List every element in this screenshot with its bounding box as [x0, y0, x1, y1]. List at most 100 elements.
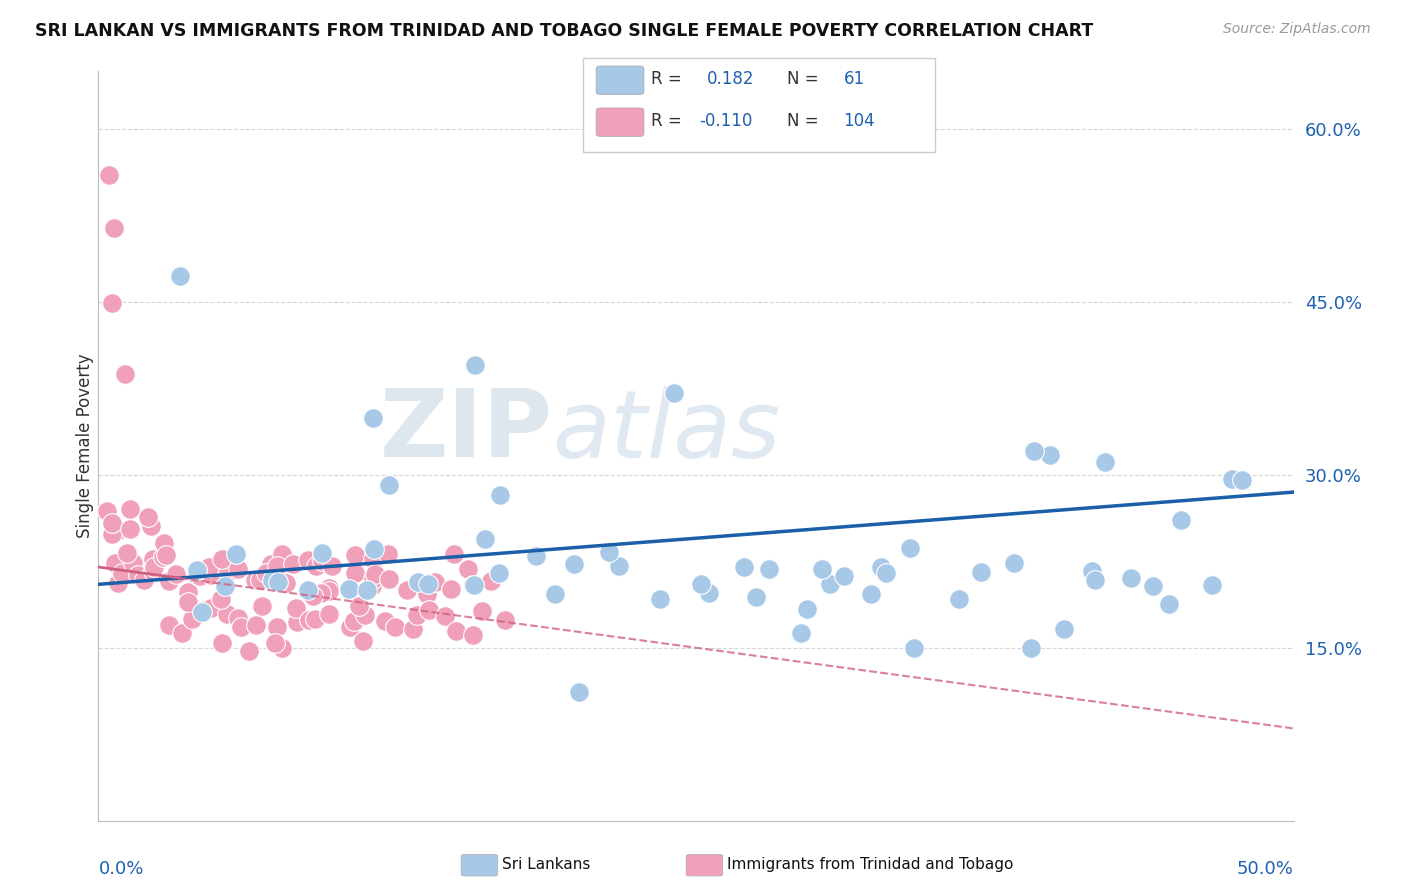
Point [276, 575, 298, 590]
Point [304, 612, 326, 626]
Text: Immigrants from Trinidad and Tobago: Immigrants from Trinidad and Tobago [727, 857, 1014, 871]
Point [165, 567, 187, 582]
Point [186, 568, 208, 582]
Point [796, 602, 818, 616]
Point [311, 545, 333, 559]
Text: SRI LANKAN VS IMMIGRANTS FROM TRINIDAD AND TOBAGO SINGLE FEMALE POVERTY CORRELAT: SRI LANKAN VS IMMIGRANTS FROM TRINIDAD A… [35, 22, 1094, 40]
Point [115, 546, 138, 560]
Point [1039, 448, 1062, 462]
Point [352, 633, 374, 648]
Point [270, 547, 292, 561]
Point [266, 558, 288, 573]
Point [157, 618, 180, 632]
Point [231, 620, 253, 634]
Point [903, 640, 925, 655]
Point [363, 542, 385, 557]
Point [406, 575, 429, 590]
Point [1004, 556, 1026, 570]
Point [790, 625, 813, 640]
Text: 0.182: 0.182 [707, 70, 755, 88]
Point [463, 578, 485, 592]
Point [401, 623, 423, 637]
Point [744, 590, 766, 604]
Text: Source: ZipAtlas.com: Source: ZipAtlas.com [1223, 22, 1371, 37]
Point [104, 557, 127, 571]
Point [1081, 565, 1104, 579]
Point [283, 558, 305, 572]
Point [101, 295, 124, 310]
Point [132, 573, 155, 587]
Point [318, 581, 340, 595]
Point [870, 560, 893, 574]
Point [121, 556, 143, 570]
Point [733, 560, 755, 574]
Point [264, 636, 287, 650]
Point [494, 613, 516, 627]
Point [302, 589, 325, 603]
Point [186, 563, 208, 577]
Point [425, 574, 447, 589]
Point [152, 549, 174, 564]
Point [361, 579, 384, 593]
Point [544, 587, 567, 601]
Point [176, 595, 198, 609]
Y-axis label: Single Female Poverty: Single Female Poverty [76, 354, 94, 538]
Point [142, 565, 165, 579]
Point [474, 533, 496, 547]
Point [374, 614, 396, 628]
Text: Sri Lankans: Sri Lankans [502, 857, 591, 871]
Point [181, 612, 204, 626]
Point [489, 488, 512, 502]
Point [457, 561, 479, 575]
Point [444, 624, 467, 639]
Point [337, 582, 360, 596]
Point [226, 611, 249, 625]
Point [860, 586, 883, 600]
Point [321, 559, 343, 574]
Point [107, 576, 129, 591]
Point [377, 477, 399, 491]
Point [416, 586, 439, 600]
Point [607, 558, 630, 573]
Point [155, 548, 177, 562]
Point [169, 268, 191, 283]
Point [416, 576, 439, 591]
Point [875, 566, 897, 581]
Point [217, 565, 239, 579]
Text: 61: 61 [844, 70, 865, 88]
Point [395, 583, 418, 598]
Point [970, 565, 993, 579]
Point [1119, 571, 1142, 585]
Point [434, 608, 457, 623]
Text: R =: R = [651, 70, 682, 88]
Point [377, 547, 399, 561]
Point [118, 502, 141, 516]
Point [284, 601, 307, 615]
Point [524, 549, 547, 563]
Point [1094, 455, 1116, 469]
Point [172, 625, 194, 640]
Point [820, 576, 842, 591]
Point [245, 617, 267, 632]
Point [243, 573, 266, 587]
Point [127, 567, 149, 582]
Point [343, 615, 366, 629]
Point [267, 574, 290, 589]
Point [690, 577, 713, 591]
Point [418, 603, 440, 617]
Point [1201, 578, 1223, 592]
Text: R =: R = [651, 112, 682, 130]
Point [136, 509, 159, 524]
Point [1170, 513, 1192, 527]
Point [343, 548, 366, 562]
Point [142, 560, 165, 574]
Point [153, 536, 176, 550]
Point [568, 685, 591, 699]
Point [811, 562, 834, 576]
Point [260, 557, 283, 571]
Point [353, 608, 375, 623]
Point [285, 615, 308, 629]
Point [193, 603, 215, 617]
Point [1220, 472, 1243, 486]
Point [361, 572, 384, 586]
